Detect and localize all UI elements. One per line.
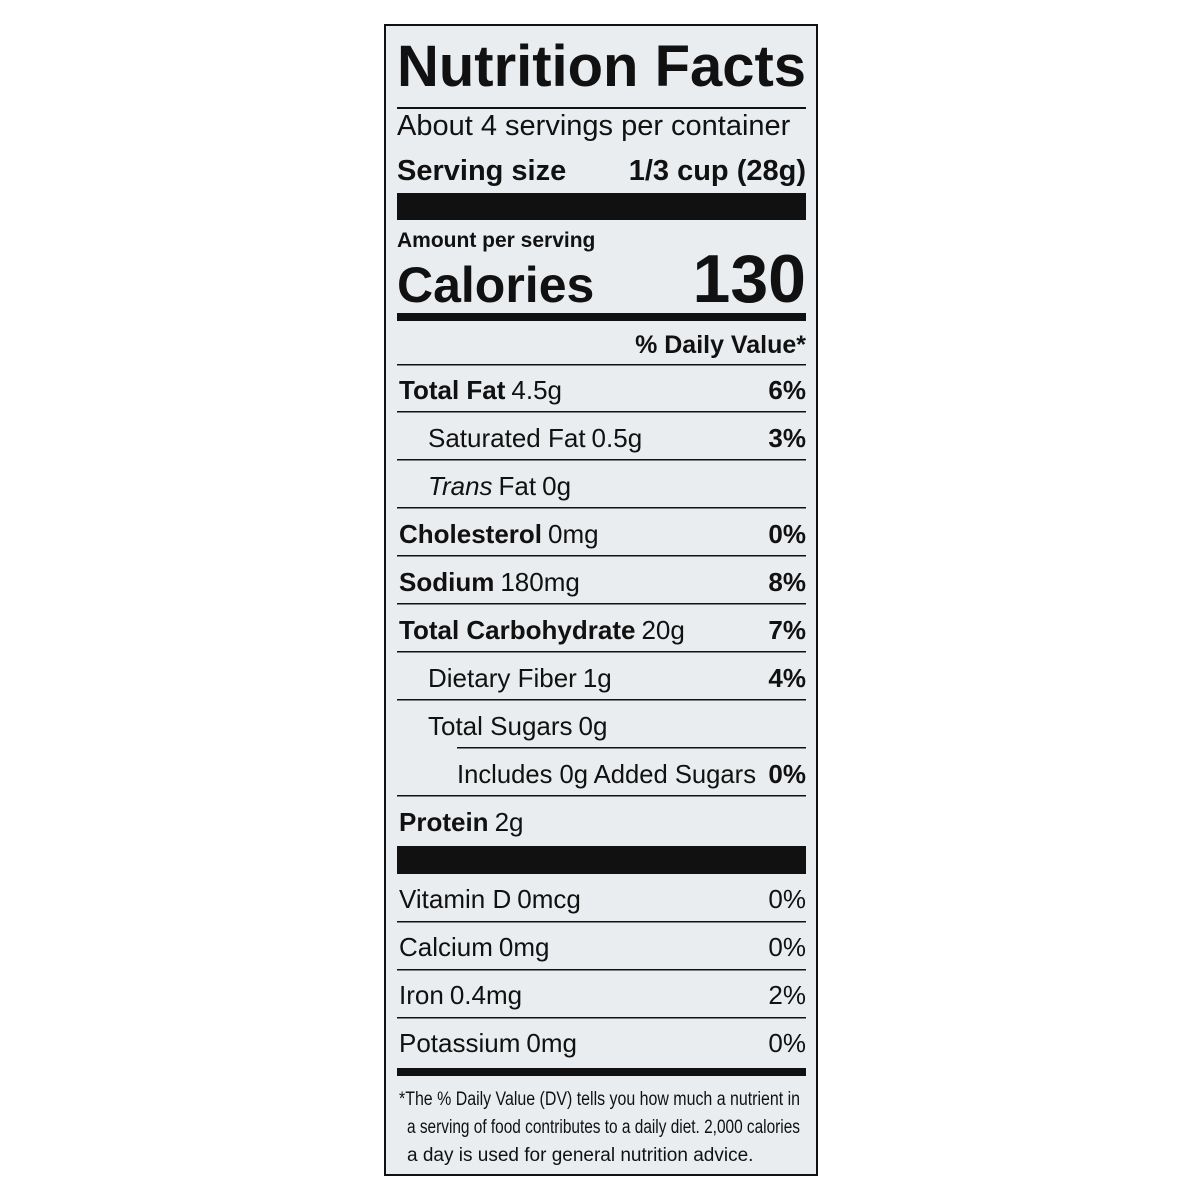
nutrient-name: Total Sugars: [428, 711, 573, 741]
divider: [457, 747, 806, 749]
divider: [397, 107, 806, 109]
calories-value: 130: [693, 241, 806, 317]
vitamin-name: Vitamin D: [399, 884, 511, 914]
nutrient-amount: 4.5g: [511, 375, 562, 405]
vitamin-row: Iron 0.4mg: [399, 980, 522, 1010]
nutrient-name: Includes 0g Added Sugars: [457, 759, 756, 789]
nutrient-dv: 0%: [768, 519, 806, 549]
nutrient-name: Total Carbohydrate: [399, 615, 635, 645]
nutrient-row: Saturated Fat 0.5g: [428, 423, 642, 453]
thick-bar: [397, 193, 806, 220]
serving-size: 1/3 cup (28g): [629, 155, 806, 187]
divider: [397, 459, 806, 461]
nutrient-amount: 1g: [583, 663, 612, 693]
nutrient-amount: 20g: [641, 615, 684, 645]
divider: [397, 364, 806, 366]
amount-per-serving: Amount per serving: [397, 229, 595, 252]
divider: [397, 795, 806, 797]
nutrient-name: Fat: [499, 471, 537, 501]
vitamin-amount: 0.4mg: [450, 980, 522, 1010]
nutrient-dv: 4%: [768, 663, 806, 693]
nutrient-dv: 3%: [768, 423, 806, 453]
vitamin-dv: 0%: [768, 1028, 806, 1058]
footnote-line: *The % Daily Value (DV) tells you how mu…: [399, 1089, 800, 1110]
nutrient-row: Total Carbohydrate 20g: [399, 615, 685, 645]
medium-bar: [397, 313, 806, 321]
thick-bar: [397, 846, 806, 874]
divider: [397, 1017, 806, 1019]
vitamin-dv: 2%: [768, 980, 806, 1010]
nutrient-dv: 7%: [768, 615, 806, 645]
calories-label: Calories: [397, 257, 594, 313]
nutrient-row: Dietary Fiber 1g: [428, 663, 612, 693]
nutrient-dv: 0%: [768, 759, 806, 789]
nutrient-name: Cholesterol: [399, 519, 542, 549]
footnote-line: a day is used for general nutrition advi…: [407, 1145, 753, 1166]
vitamin-amount: 0mcg: [517, 884, 581, 914]
dv-header: % Daily Value*: [635, 331, 806, 359]
nutrient-amount: 2g: [495, 807, 524, 837]
nutrient-name: Protein: [399, 807, 489, 837]
nutrient-amount: 0g: [542, 471, 571, 501]
vitamin-dv: 0%: [768, 884, 806, 914]
vitamin-name: Calcium: [399, 932, 493, 962]
vitamin-row: Calcium 0mg: [399, 932, 550, 962]
vitamin-amount: 0mg: [526, 1028, 577, 1058]
divider: [397, 921, 806, 923]
nutrient-name: Total Fat: [399, 375, 506, 405]
divider: [397, 603, 806, 605]
nutrient-amount: 0g: [579, 711, 608, 741]
divider: [397, 699, 806, 701]
nutrient-row: Total Sugars 0g: [428, 711, 607, 741]
nutrient-name: Sodium: [399, 567, 494, 597]
divider: [397, 969, 806, 971]
medium-bar: [397, 1068, 806, 1076]
nutrient-row: Sodium 180mg: [399, 567, 580, 597]
nutrient-row: Protein 2g: [399, 807, 524, 837]
nutrient-name: Dietary Fiber: [428, 663, 577, 693]
nutrient-row: Includes 0g Added Sugars: [457, 759, 756, 789]
vitamin-name: Potassium: [399, 1028, 520, 1058]
nutrient-row: Cholesterol 0mg: [399, 519, 599, 549]
divider: [397, 651, 806, 653]
title: Nutrition Facts: [397, 34, 806, 99]
vitamin-row: Vitamin D 0mcg: [399, 884, 581, 914]
nutrient-amount: 0mg: [548, 519, 599, 549]
nutrient-name-italic: Trans: [428, 471, 493, 501]
nutrient-row: Trans Fat 0g: [428, 471, 571, 501]
nutrient-amount: 180mg: [500, 567, 580, 597]
vitamin-row: Potassium 0mg: [399, 1028, 577, 1058]
vitamin-name: Iron: [399, 980, 444, 1010]
nutrient-row: Total Fat 4.5g: [399, 375, 562, 405]
divider: [397, 507, 806, 509]
nutrient-dv: 8%: [768, 567, 806, 597]
divider: [397, 555, 806, 557]
nutrient-amount: 0.5g: [592, 423, 643, 453]
divider: [397, 411, 806, 413]
vitamin-dv: 0%: [768, 932, 806, 962]
footnote-line: a serving of food contributes to a daily…: [407, 1117, 800, 1138]
nutrient-name: Saturated Fat: [428, 423, 586, 453]
nutrient-dv: 6%: [768, 375, 806, 405]
servings: About 4 servings per container: [397, 110, 791, 142]
serving-size-label: Serving size: [397, 155, 566, 187]
vitamin-amount: 0mg: [499, 932, 550, 962]
